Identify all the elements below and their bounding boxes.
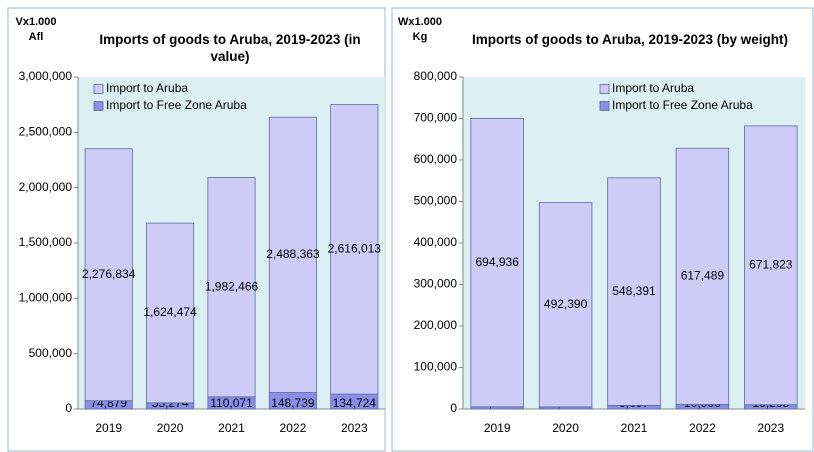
data-label: 134,724 bbox=[333, 396, 377, 410]
x-tick-label: 2020 bbox=[552, 421, 579, 435]
bar-segment bbox=[207, 177, 256, 398]
legend-label: Import to Free Zone Aruba bbox=[106, 98, 247, 112]
x-tick-label: 2022 bbox=[280, 421, 307, 435]
y-tick-label: 500,000 bbox=[29, 346, 73, 360]
y-axis-label: Vx1.000 bbox=[16, 16, 57, 28]
data-label: 548,391 bbox=[612, 284, 656, 298]
data-label: 2,276,834 bbox=[82, 267, 136, 281]
y-tick-label: 700,000 bbox=[414, 111, 458, 125]
y-tick-label: 0 bbox=[65, 401, 72, 415]
bar-segment bbox=[146, 222, 195, 404]
legend-swatch bbox=[93, 84, 104, 94]
data-label: 492,390 bbox=[544, 297, 588, 311]
chart-title: Imports of goods to Aruba, 2019-2023 (in… bbox=[99, 32, 361, 64]
y-tick-label: 800,000 bbox=[414, 69, 458, 83]
bar-segment bbox=[470, 117, 524, 408]
y-tick-label: 600,000 bbox=[414, 152, 458, 166]
x-tick-label: 2023 bbox=[341, 421, 368, 435]
legend-label: Import to Free Zone Aruba bbox=[612, 98, 753, 112]
y-tick-label: 2,500,000 bbox=[19, 125, 73, 139]
y-tick-label: 2,000,000 bbox=[19, 180, 73, 194]
x-tick-label: 2021 bbox=[218, 421, 245, 435]
y-tick-label: 400,000 bbox=[414, 235, 458, 249]
y-axis-label: Kg bbox=[413, 31, 428, 43]
y-tick-label: 1,500,000 bbox=[19, 235, 73, 249]
data-label: 1,982,466 bbox=[205, 279, 259, 293]
x-tick-label: 2022 bbox=[689, 421, 716, 435]
data-label: 694,936 bbox=[476, 255, 520, 269]
legend-label: Import to Aruba bbox=[106, 81, 188, 95]
bar-segment bbox=[84, 148, 133, 402]
y-tick-label: 3,000,000 bbox=[19, 69, 73, 83]
chart-title: Imports of goods to Aruba, 2019-2023 (by… bbox=[471, 32, 789, 47]
bar-segment bbox=[538, 202, 593, 408]
y-tick-label: 300,000 bbox=[414, 277, 458, 291]
x-tick-label: 2021 bbox=[621, 421, 648, 435]
data-label: 671,823 bbox=[749, 258, 793, 272]
x-tick-label: 2023 bbox=[757, 421, 784, 435]
legend-swatch bbox=[599, 101, 610, 111]
legend-label: Import to Aruba bbox=[612, 81, 694, 95]
legend-swatch bbox=[93, 101, 104, 111]
y-tick-label: 0 bbox=[450, 401, 457, 415]
data-label: 148,739 bbox=[271, 396, 315, 410]
y-axis-label: Wx1.000 bbox=[398, 16, 442, 28]
x-tick-label: 2020 bbox=[157, 421, 184, 435]
data-label: 2,488,363 bbox=[266, 247, 320, 261]
y-tick-label: 100,000 bbox=[414, 360, 458, 374]
bar-segment bbox=[268, 116, 317, 393]
x-tick-label: 2019 bbox=[95, 421, 122, 435]
data-label: 1,624,474 bbox=[143, 305, 197, 319]
data-label: 110,071 bbox=[210, 396, 253, 410]
bar-segment bbox=[330, 104, 379, 395]
y-axis-label: Afl bbox=[29, 31, 44, 43]
legend-swatch bbox=[599, 84, 610, 94]
bar-segment bbox=[675, 147, 730, 405]
y-tick-label: 500,000 bbox=[414, 194, 458, 208]
bar-segment bbox=[607, 177, 661, 406]
y-tick-label: 200,000 bbox=[414, 318, 458, 332]
x-tick-label: 2019 bbox=[484, 421, 511, 435]
data-label: 2,616,013 bbox=[328, 242, 382, 256]
data-label: 617,489 bbox=[681, 269, 725, 283]
bar-segment bbox=[744, 125, 798, 406]
y-tick-label: 1,000,000 bbox=[19, 291, 73, 305]
